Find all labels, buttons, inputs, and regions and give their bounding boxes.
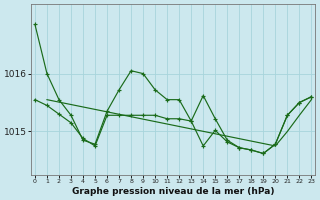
X-axis label: Graphe pression niveau de la mer (hPa): Graphe pression niveau de la mer (hPa) <box>72 187 275 196</box>
